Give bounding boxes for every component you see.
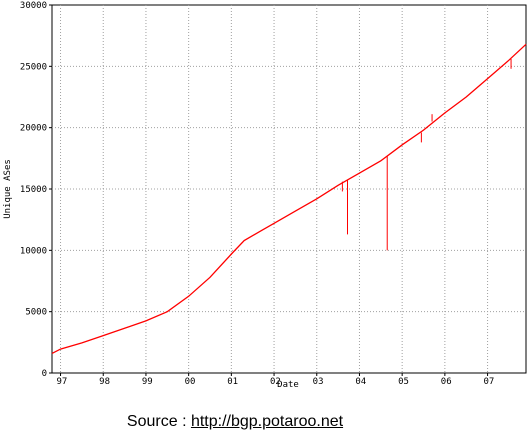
x-tick-label: 98	[99, 377, 110, 387]
y-tick-label: 30000	[20, 1, 47, 11]
x-tick-label: 07	[483, 377, 494, 387]
line-chart: 0 5000 10000 15000 20000 25000 30000 97 98 99 00 0…	[0, 0, 527, 410]
x-tick-label: 03	[313, 377, 324, 387]
x-tick-label: 06	[441, 377, 452, 387]
x-tick-label: 97	[56, 377, 67, 387]
source-caption: Source : http://bgp.potaroo.net	[0, 413, 470, 431]
y-axis-title: Unique ASes	[3, 159, 13, 219]
x-axis-title: Date	[277, 380, 299, 390]
x-tick-label: 99	[142, 377, 153, 387]
source-prefix: Source :	[127, 413, 191, 430]
x-tick-label: 04	[355, 377, 366, 387]
y-axis-ticks: 0 5000 10000 15000 20000 25000 30000	[20, 1, 52, 379]
y-tick-label: 10000	[20, 246, 47, 256]
y-tick-label: 15000	[20, 185, 47, 195]
x-tick-label: 00	[185, 377, 196, 387]
x-tick-label: 01	[227, 377, 238, 387]
source-link[interactable]: http://bgp.potaroo.net	[191, 413, 343, 430]
y-tick-label: 5000	[25, 308, 47, 318]
y-tick-label: 0	[42, 369, 47, 379]
x-tick-label: 05	[398, 377, 409, 387]
y-tick-label: 25000	[20, 62, 47, 72]
y-tick-label: 20000	[20, 124, 47, 134]
x-axis-ticks: 97 98 99 00 01 02 03 04 05 06 07	[56, 373, 494, 387]
